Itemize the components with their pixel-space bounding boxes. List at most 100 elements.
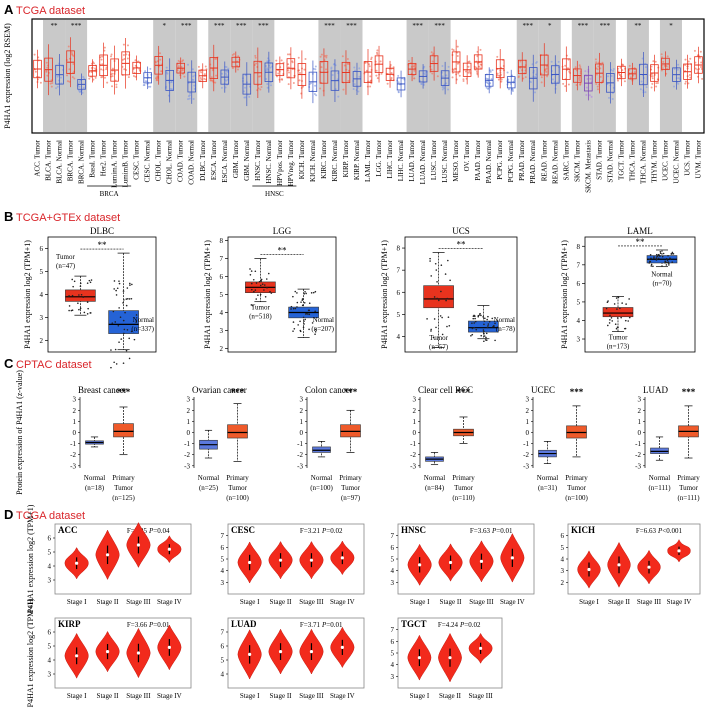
tumor-label2: Tumor — [679, 484, 698, 492]
data-point — [430, 275, 433, 277]
data-point — [661, 255, 664, 258]
panel-ylabel: P4HA1 expression log2 (TPM+1) — [23, 240, 32, 349]
data-point — [82, 75, 85, 78]
data-point — [314, 68, 317, 71]
data-point — [94, 67, 97, 70]
data-point — [109, 55, 112, 58]
p-value: P=0.01 — [321, 621, 343, 629]
data-point — [263, 284, 266, 286]
data-point — [80, 293, 83, 296]
group-label: CHOL. Normal — [166, 140, 174, 184]
data-point — [259, 88, 262, 91]
data-point — [296, 292, 298, 294]
d-ylabel: P4HA1 expression log2 (TPM+1) — [26, 504, 35, 613]
y-tick-label: 3 — [220, 327, 224, 335]
data-point — [325, 54, 328, 57]
data-point — [144, 70, 147, 73]
data-point — [314, 310, 316, 313]
significance-label: *** — [324, 22, 335, 30]
violin-median — [510, 556, 514, 560]
data-point — [483, 340, 485, 343]
data-point — [49, 82, 52, 85]
data-point — [511, 88, 514, 91]
y-tick-label: 5 — [561, 544, 565, 552]
data-point — [671, 261, 674, 263]
data-point — [250, 270, 253, 272]
section-b-title: TCGA+GTEx dataset — [16, 212, 120, 224]
data-point — [249, 268, 251, 270]
data-point — [124, 311, 126, 314]
data-point — [433, 318, 436, 320]
data-point — [652, 265, 654, 268]
data-point — [666, 261, 668, 264]
data-point — [265, 69, 268, 72]
data-point — [441, 333, 444, 336]
data-point — [89, 281, 92, 284]
data-point — [286, 53, 289, 56]
data-point — [386, 82, 389, 85]
cptac-chart: Protein expression of P4HA1 (z-value) -3 -… — [15, 370, 700, 502]
data-point — [616, 308, 618, 310]
data-point — [677, 82, 680, 85]
data-point — [413, 77, 416, 80]
data-point — [250, 288, 253, 291]
data-point — [237, 68, 240, 71]
significance-label: *** — [600, 22, 611, 30]
section-d-title: TCGA dataset — [16, 510, 85, 522]
data-point — [430, 330, 432, 332]
data-point — [588, 94, 591, 97]
normal-label: Normal — [84, 474, 105, 482]
y-tick-label: 2 — [40, 337, 44, 345]
data-point — [231, 67, 234, 70]
data-point — [347, 79, 350, 82]
data-point — [352, 88, 355, 91]
stage-label: Stage III — [299, 598, 324, 606]
data-point — [125, 304, 128, 307]
data-point — [111, 85, 114, 88]
data-point — [325, 68, 328, 71]
data-point — [298, 71, 301, 74]
data-point — [689, 57, 692, 60]
data-point — [633, 71, 636, 74]
data-point — [535, 73, 538, 76]
data-point — [250, 304, 253, 306]
y-tick-label: -1 — [410, 440, 416, 448]
data-point — [130, 330, 133, 333]
data-point — [551, 78, 554, 81]
data-point — [694, 67, 697, 70]
data-point — [564, 64, 567, 67]
data-point — [68, 80, 71, 83]
data-point — [105, 68, 108, 71]
data-point — [673, 85, 676, 88]
data-point — [114, 348, 117, 351]
data-point — [524, 76, 527, 79]
data-point — [376, 77, 379, 80]
normal-n: (n=25) — [199, 484, 219, 492]
pair-band — [340, 20, 363, 132]
group-label: ACC. Tumor — [34, 139, 42, 176]
data-point — [294, 307, 297, 310]
data-point — [79, 307, 82, 310]
y-tick-label: 1 — [526, 418, 530, 426]
data-point — [449, 279, 451, 282]
y-tick-label: -2 — [70, 451, 76, 459]
data-point — [440, 290, 442, 293]
significance-label: *** — [258, 22, 269, 30]
y-tick-label: 5 — [48, 549, 52, 557]
data-point — [297, 324, 299, 326]
y-tick-label: 2 — [561, 579, 565, 587]
group-label: THCA. Normal — [639, 140, 647, 184]
data-point — [661, 67, 664, 70]
group-label: KICH. Tumor — [298, 139, 306, 179]
data-point — [314, 333, 316, 335]
tumor-label: Primary — [565, 474, 588, 482]
group-label: THYM. Tumor — [650, 139, 658, 182]
tcga-gtex-chart: DLBC 2 3 4 5 6 P4HA1 expression log2 (TPM+1) **… — [23, 226, 696, 369]
normal-n: (n=111) — [648, 484, 671, 492]
data-point — [178, 70, 181, 73]
data-point — [353, 66, 356, 69]
data-point — [287, 83, 290, 86]
data-point — [440, 264, 443, 267]
data-point — [608, 322, 611, 324]
group-label: LAML. Tumor — [364, 139, 372, 182]
